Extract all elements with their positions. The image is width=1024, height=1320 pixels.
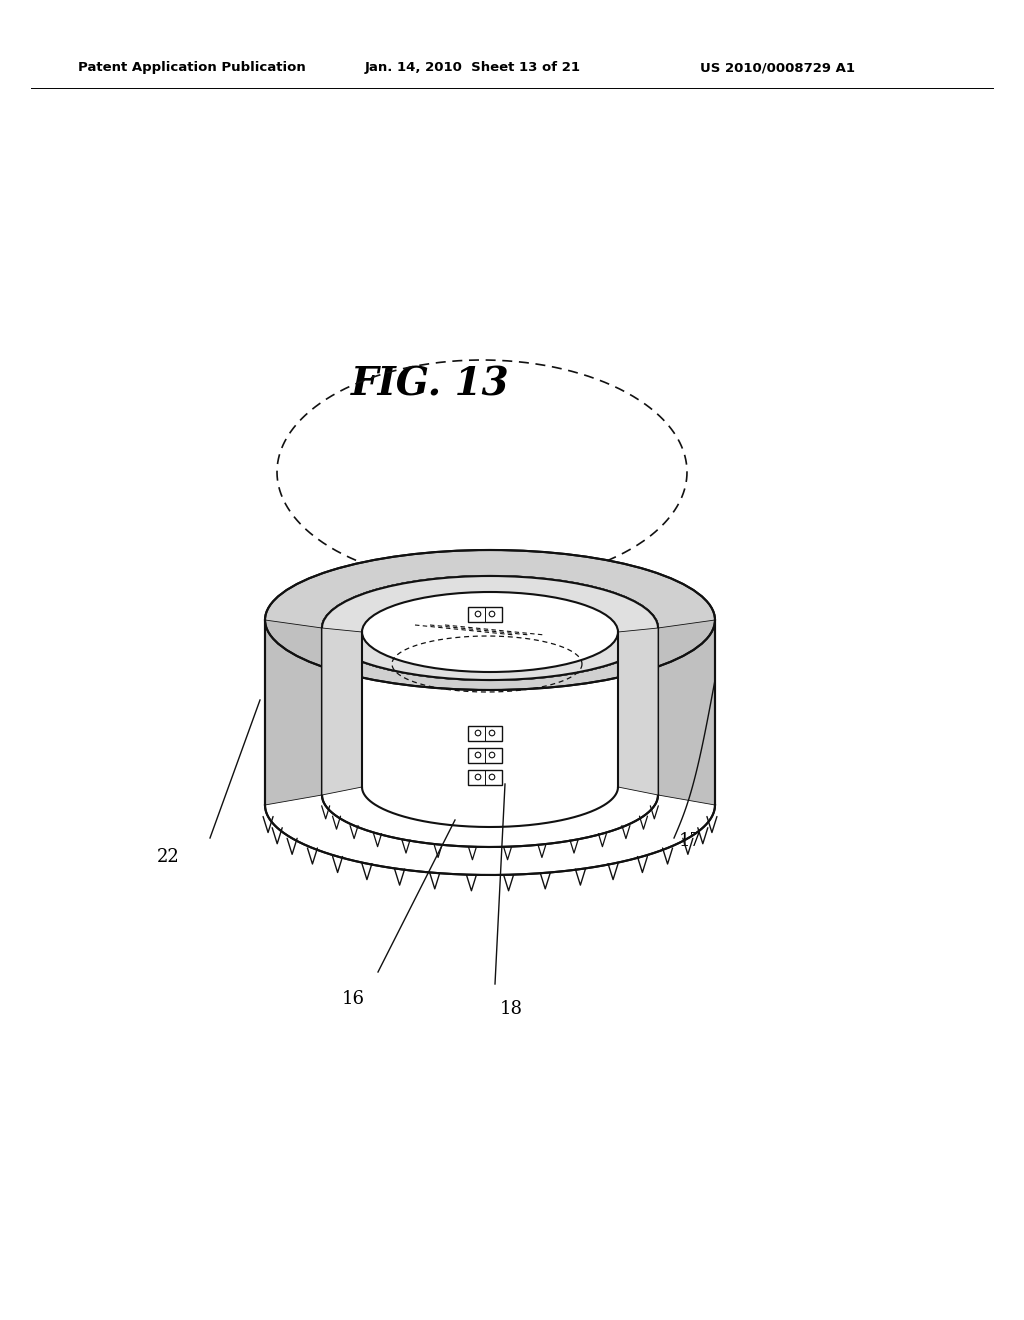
Circle shape	[475, 752, 481, 758]
Bar	[468, 770, 502, 784]
Text: FIG. 13: FIG. 13	[350, 366, 509, 404]
Text: 22: 22	[158, 847, 180, 866]
Polygon shape	[322, 576, 658, 680]
Circle shape	[489, 752, 495, 758]
Ellipse shape	[362, 591, 618, 672]
Circle shape	[475, 775, 481, 780]
Circle shape	[489, 730, 495, 735]
Text: 17: 17	[679, 832, 701, 850]
Polygon shape	[265, 550, 715, 690]
Circle shape	[475, 730, 481, 735]
Polygon shape	[322, 628, 362, 795]
Bar	[468, 726, 502, 741]
Text: 16: 16	[341, 990, 365, 1008]
Circle shape	[489, 775, 495, 780]
Text: Jan. 14, 2010  Sheet 13 of 21: Jan. 14, 2010 Sheet 13 of 21	[365, 62, 581, 74]
Polygon shape	[265, 620, 322, 805]
Text: Patent Application Publication: Patent Application Publication	[78, 62, 306, 74]
Polygon shape	[618, 628, 658, 795]
Polygon shape	[658, 620, 715, 805]
Text: US 2010/0008729 A1: US 2010/0008729 A1	[700, 62, 855, 74]
Bar	[468, 606, 502, 622]
Text: 18: 18	[500, 1001, 523, 1018]
Circle shape	[489, 611, 495, 616]
Circle shape	[475, 611, 481, 616]
Bar	[468, 747, 502, 763]
